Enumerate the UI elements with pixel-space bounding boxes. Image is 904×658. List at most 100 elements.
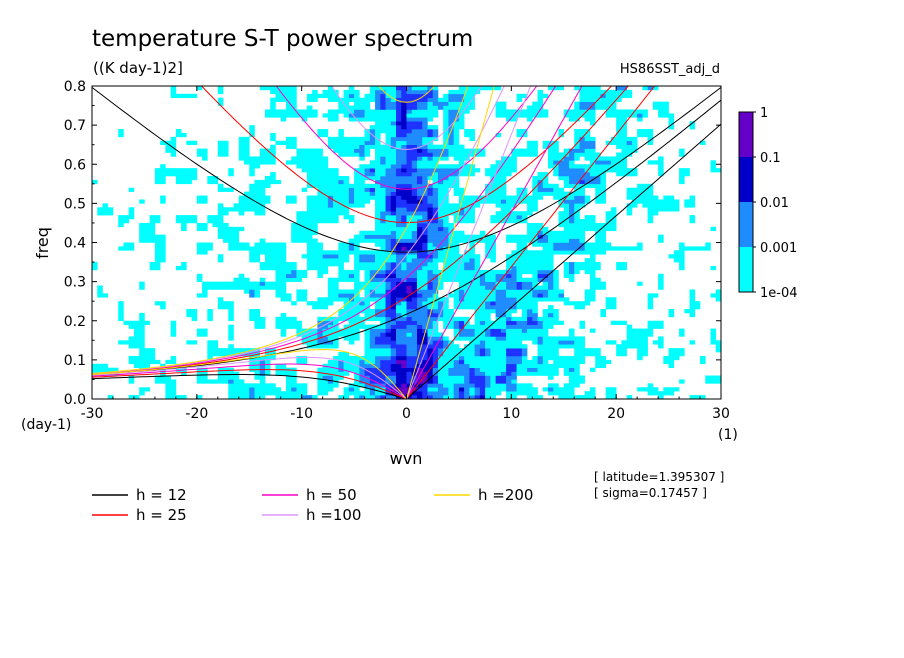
spectrum-cell: [700, 246, 706, 251]
spectrum-cell: [396, 293, 402, 298]
spectrum-cell: [264, 109, 271, 114]
spectrum-cell: [375, 371, 381, 376]
spectrum-cell: [396, 89, 402, 95]
spectrum-cell: [238, 277, 245, 282]
spectrum-cell: [542, 191, 549, 196]
spectrum-cell: [584, 97, 591, 102]
spectrum-cell: [626, 211, 633, 216]
spectrum-cell: [679, 379, 685, 384]
spectrum-cell: [149, 219, 156, 224]
spectrum-cell: [527, 238, 533, 243]
spectrum-cell: [92, 367, 98, 372]
spectrum-cell: [301, 109, 308, 114]
spectrum-cell: [663, 105, 669, 110]
spectrum-cell: [427, 250, 434, 255]
spectrum-cell: [495, 219, 502, 224]
spectrum-cell: [432, 269, 439, 275]
spectrum-cell: [715, 375, 721, 380]
spectrum-cell: [411, 121, 418, 126]
spectrum-cell: [196, 328, 203, 333]
spectrum-cell: [521, 191, 528, 196]
spectrum-cell: [705, 242, 711, 247]
spectrum-cell: [228, 387, 234, 392]
spectrum-cell: [249, 207, 255, 212]
spectrum-cell: [437, 344, 444, 349]
spectrum-cell: [406, 219, 413, 224]
spectrum-cell: [605, 101, 612, 106]
spectrum-cell: [390, 277, 397, 282]
spectrum-cell: [401, 156, 407, 161]
spectrum-cell: [495, 320, 502, 325]
spectrum-cell: [548, 140, 554, 145]
spectrum-cell: [369, 129, 376, 134]
spectrum-cell: [244, 242, 250, 247]
spectrum-cell: [348, 316, 355, 322]
spectrum-cell: [244, 191, 250, 196]
spectrum-cell: [568, 262, 575, 267]
spectrum-cell: [474, 332, 481, 337]
spectrum-cell: [511, 340, 517, 345]
spectrum-cell: [390, 305, 397, 310]
spectrum-cell: [537, 113, 544, 118]
spectrum-cell: [427, 273, 434, 279]
spectrum-cell: [652, 387, 659, 392]
spectrum-cell: [506, 305, 512, 310]
spectrum-cell: [548, 277, 554, 282]
spectrum-cell: [443, 136, 449, 142]
spectrum-cell: [364, 262, 371, 267]
spectrum-cell: [317, 305, 323, 310]
spectrum-cell: [432, 132, 439, 138]
spectrum-cell: [437, 352, 444, 357]
spectrum-cell: [364, 183, 371, 189]
mrg-curve-h25: [92, 86, 629, 375]
spectrum-cell: [537, 226, 544, 232]
spectrum-cell: [506, 383, 512, 388]
spectrum-cell: [212, 222, 219, 228]
spectrum-cell: [223, 187, 229, 192]
spectrum-cell: [490, 172, 496, 177]
spectrum-cell: [548, 230, 554, 235]
spectrum-cell: [448, 93, 454, 99]
spectrum-cell: [568, 250, 575, 255]
spectrum-cell: [532, 230, 538, 235]
spectrum-cell: [118, 309, 124, 314]
spectrum-cell: [637, 355, 643, 361]
spectrum-cell: [679, 265, 685, 271]
spectrum-cell: [637, 242, 643, 247]
spectrum-cell: [327, 207, 334, 212]
spectrum-cell: [369, 258, 376, 263]
spectrum-cell: [584, 348, 591, 353]
spectrum-cell: [469, 340, 475, 345]
spectrum-cell: [589, 164, 596, 169]
spectrum-cell: [333, 363, 339, 368]
spectrum-cell: [244, 199, 250, 204]
spectrum-cell: [170, 144, 177, 149]
spectrum-cell: [589, 109, 596, 114]
spectrum-cell: [527, 195, 533, 200]
spectrum-cell: [464, 265, 470, 271]
spectrum-cell: [527, 222, 533, 228]
spectrum-cell: [448, 348, 454, 353]
spectrum-cell: [380, 168, 386, 173]
spectrum-cell: [527, 262, 533, 267]
spectrum-cell: [401, 301, 407, 306]
spectrum-cell: [390, 113, 397, 118]
spectrum-cell: [432, 383, 439, 388]
spectrum-cell: [422, 320, 428, 325]
spectrum-cell: [207, 352, 213, 357]
spectrum-cell: [437, 187, 444, 192]
spectrum-cell: [348, 86, 355, 91]
spectrum-cell: [506, 262, 512, 267]
spectrum-cell: [327, 277, 334, 282]
spectrum-cell: [458, 121, 465, 126]
spectrum-cell: [584, 297, 591, 302]
spectrum-cell: [458, 265, 465, 271]
spectrum-cell: [637, 336, 643, 341]
spectrum-cell: [689, 301, 696, 306]
spectrum-cell: [359, 316, 365, 322]
spectrum-cell: [380, 316, 386, 322]
spectrum-cell: [175, 175, 182, 181]
spectrum-cell: [212, 348, 219, 353]
spectrum-cell: [527, 211, 533, 216]
spectrum-cell: [432, 144, 439, 149]
